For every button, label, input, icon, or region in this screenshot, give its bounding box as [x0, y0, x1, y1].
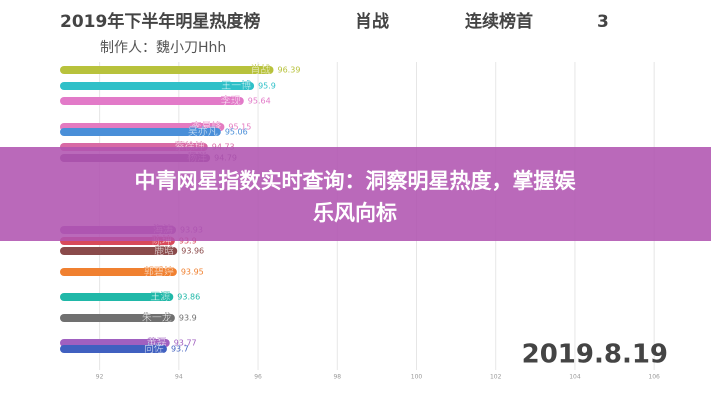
value-label: 93.86	[177, 293, 200, 302]
bar	[60, 268, 177, 276]
value-label: 95.06	[225, 128, 248, 137]
bar	[60, 82, 255, 90]
bar	[60, 247, 178, 255]
bar-label: 朱一龙	[142, 311, 172, 324]
x-tick-label: 100	[411, 374, 423, 381]
banner-text: 中青网星指数实时查询：洞察明星热度，掌握娱乐风向标	[135, 169, 577, 225]
bar	[60, 97, 244, 105]
value-label: 93.7	[171, 345, 189, 354]
bar	[60, 345, 167, 353]
leader: 肖战	[355, 11, 389, 32]
value-label: 95.64	[248, 97, 271, 106]
bar-label: 向佐	[144, 342, 164, 355]
bar-label: 肖战	[251, 63, 271, 76]
bar	[60, 293, 174, 301]
bar-label: 郭碧婷	[144, 265, 174, 278]
value-label: 96.39	[278, 66, 301, 75]
streak-label: 连续榜首	[465, 11, 533, 32]
x-tick-label: 102	[490, 374, 502, 381]
x-tick-label: 106	[648, 374, 660, 381]
value-label: 95.15	[228, 123, 251, 132]
streak-count: 3	[597, 12, 609, 32]
bar	[60, 66, 274, 74]
bar	[60, 128, 221, 136]
x-tick-label: 104	[569, 374, 581, 381]
value-label: 93.77	[174, 339, 197, 348]
value-label: 95.9	[258, 82, 276, 91]
date: 2019.8.19	[522, 340, 668, 370]
bar-label: 王源	[150, 290, 170, 303]
bar	[60, 314, 175, 322]
value-label: 93.96	[181, 247, 204, 256]
bar-label: 鹿晗	[154, 244, 174, 257]
x-tick-label: 98	[333, 374, 341, 381]
chart-title: 2019年下半年明星热度榜	[60, 11, 260, 32]
bar-label: 王一博	[221, 79, 251, 92]
x-tick-label: 92	[96, 374, 104, 381]
x-tick-label: 96	[254, 374, 262, 381]
banner-background	[0, 147, 711, 241]
x-tick-label: 94	[175, 374, 183, 381]
value-label: 93.95	[181, 268, 204, 277]
author: 制作人：魏小刀Hhh	[100, 40, 226, 56]
value-label: 93.9	[179, 314, 197, 323]
bar-label: 吴亦凡	[188, 125, 218, 138]
bar-label: 李现	[221, 94, 241, 107]
